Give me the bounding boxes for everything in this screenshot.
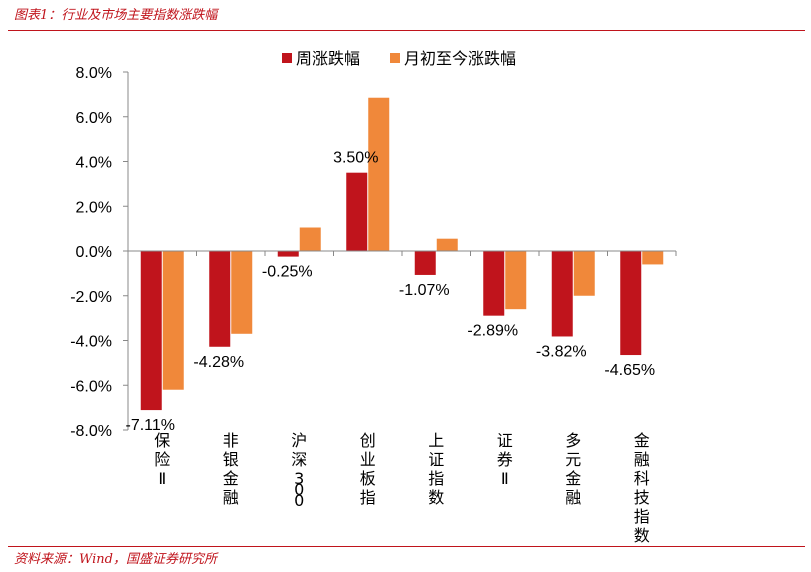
y-tick-label: 2.0% <box>76 199 112 216</box>
monthly-bar <box>231 251 253 334</box>
x-category-label: 保险 Ⅱ <box>154 431 170 488</box>
footer-divider <box>8 546 805 547</box>
monthly-bar <box>505 251 527 310</box>
data-label: -0.25% <box>262 264 313 281</box>
y-axis: -8.0% -6.0% -4.0% -2.0% 0.0% 2.0% 4.0% 6.0% 8.0% <box>70 65 129 440</box>
x-category-label: 证券 Ⅱ <box>497 431 513 488</box>
monthly-bar <box>573 251 595 296</box>
figure-title: 图表1：行业及市场主要指数涨跌幅 <box>14 8 218 23</box>
weekly-bar <box>346 172 368 251</box>
data-label: -7.11% <box>125 417 175 434</box>
weekly-bar <box>483 251 505 316</box>
x-category-label: 沪深 3 0 0 <box>291 431 307 510</box>
x-category-label: 创业板指 <box>360 431 376 507</box>
weekly-bar <box>209 251 231 347</box>
legend-swatch-monthly <box>390 53 400 63</box>
data-label: -4.28% <box>193 354 244 371</box>
monthly-bar <box>299 227 321 251</box>
weekly-bar <box>277 251 299 257</box>
title-divider <box>8 30 805 31</box>
x-category-label: 非银金融 <box>223 431 239 507</box>
monthly-bar <box>162 251 184 390</box>
legend-swatch-weekly <box>282 53 292 63</box>
y-tick-label: -4.0% <box>70 334 112 351</box>
y-tick-label: -6.0% <box>70 378 112 395</box>
weekly-bar <box>414 251 436 275</box>
weekly-bar <box>551 251 573 337</box>
data-label: -3.82% <box>536 343 587 360</box>
bars: -7.11% -4.28% -0.25% 3.50% -1.07% -2.89% -3.82… <box>125 97 664 434</box>
y-tick-label: 0.0% <box>76 244 112 261</box>
monthly-bar <box>436 238 458 251</box>
x-axis: 保险 Ⅱ 非银金融 沪深 3 0 0 创业板指 上证指数 证券 Ⅱ 多元金融 金融科技指数 <box>127 250 677 545</box>
y-tick-label: 4.0% <box>76 155 112 172</box>
x-category-label: 多元金融 <box>565 431 581 507</box>
data-label: -2.89% <box>467 323 518 340</box>
data-label: -4.65% <box>604 362 655 379</box>
weekly-bar <box>140 251 162 411</box>
data-label: -1.07% <box>399 282 450 299</box>
x-category-label: 上证指数 <box>428 431 444 507</box>
legend-label-monthly: 月初至今涨跌幅 <box>404 49 516 68</box>
y-tick-label: -2.0% <box>70 289 112 306</box>
x-category-label: 金融科技指数 <box>634 431 650 545</box>
y-tick-label: 8.0% <box>76 65 112 82</box>
legend-label-weekly: 周涨跌幅 <box>296 49 360 68</box>
source-note: 资料来源：Wind，国盛证券研究所 <box>14 552 217 567</box>
weekly-bar <box>620 251 642 356</box>
y-tick-label: 6.0% <box>76 110 112 127</box>
monthly-bar <box>368 97 390 251</box>
y-tick-label: -8.0% <box>70 423 112 440</box>
monthly-bar <box>642 251 664 265</box>
data-label: 3.50% <box>333 150 378 167</box>
legend: 周涨跌幅 月初至今涨跌幅 <box>282 49 516 68</box>
